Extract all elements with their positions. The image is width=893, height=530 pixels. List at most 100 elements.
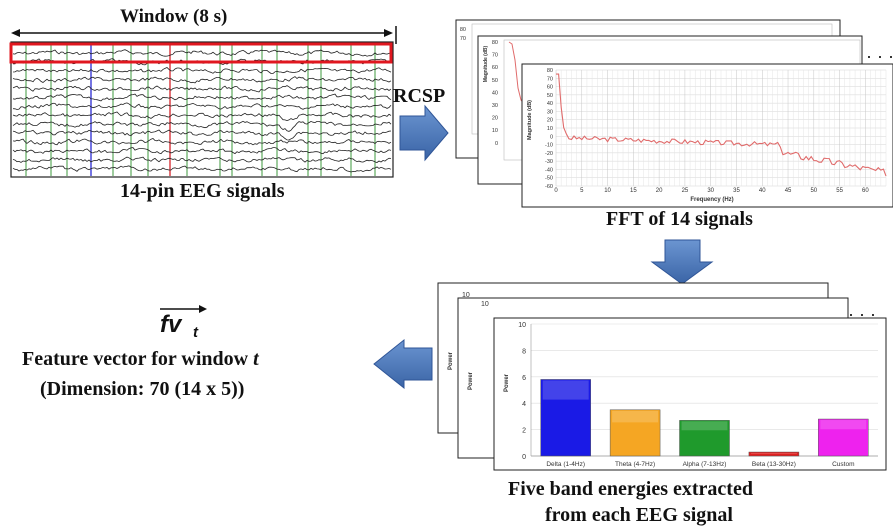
bands-y-tick: 10	[518, 322, 526, 329]
bands-caption-line2: from each EEG signal	[545, 504, 733, 526]
arrow-to-bands	[650, 239, 714, 285]
fft-x-tick: 30	[707, 188, 714, 194]
bands-caption-line1: Five band energies extracted	[508, 478, 753, 500]
fft-back1-tick: 80	[460, 27, 466, 33]
fft-y-tick: -50	[545, 176, 553, 182]
fft-y-tick: 80	[547, 68, 553, 74]
eeg-channel-trace	[12, 67, 392, 74]
arrow-to-feature	[373, 338, 433, 390]
band-bar-label: Theta (4-7Hz)	[615, 461, 655, 468]
fft-back2-tick: 0	[495, 141, 498, 147]
fft-y-tick: 60	[547, 85, 553, 91]
fft-y-tick: -20	[545, 151, 553, 157]
fft-y-tick: 20	[547, 118, 553, 124]
bands-y-tick: 6	[522, 375, 526, 382]
band-bar	[540, 379, 591, 457]
fft-y-tick: 50	[547, 93, 553, 99]
fft-back2-tick: 30	[492, 103, 498, 109]
fft-x-tick: 55	[836, 188, 843, 194]
fft-x-axis-label: Frequency (Hz)	[690, 197, 733, 203]
feature-symbol-base: fv	[160, 311, 183, 338]
band-bar-highlight	[681, 421, 728, 431]
fft-back2-tick: 20	[492, 116, 498, 122]
fft-x-tick: 20	[656, 188, 663, 194]
band-bar	[609, 409, 661, 457]
bands-y-tick: 8	[522, 348, 526, 355]
window-span-arrow	[11, 26, 397, 44]
fft-x-tick: 5	[580, 188, 584, 194]
bands-y-tick: 2	[522, 428, 526, 435]
eeg-grid	[25, 44, 376, 176]
feature-vector-symbol: fv t	[160, 305, 207, 341]
eeg-channel-trace	[12, 165, 392, 173]
fft-x-tick: 35	[733, 188, 740, 194]
fft-y-axis-label: Magnitude (dB)	[527, 100, 533, 140]
feature-symbol-sub: t	[193, 324, 199, 341]
band-bar-label: Delta (1-4Hz)	[546, 461, 585, 468]
fft-y-tick: -30	[545, 159, 553, 165]
arrow-to-fft	[399, 104, 449, 162]
fft-y-tick: 0	[550, 134, 553, 140]
eeg-window-label: Window (8 s)	[120, 6, 228, 27]
eeg-panel	[9, 26, 397, 178]
fft-back1-tick: 70	[460, 36, 466, 42]
band-bar-highlight	[750, 453, 797, 455]
fft-x-tick: 10	[604, 188, 611, 194]
band-bar	[818, 418, 869, 457]
feature-title-prefix: Feature vector for window	[22, 348, 254, 370]
fft-y-tick: 10	[547, 126, 553, 132]
fft-y-tick: -40	[545, 167, 553, 173]
fft-y-tick: -60	[545, 184, 553, 190]
bands-y-tick: 4	[522, 401, 526, 408]
band-bar-highlight	[820, 420, 867, 430]
band-bar-label: Custom	[832, 461, 854, 468]
band-bar-highlight	[542, 380, 589, 400]
fft-x-tick: 40	[759, 188, 766, 194]
eeg-channel-trace	[12, 93, 392, 102]
band-bar-highlight	[612, 410, 659, 423]
fft-x-tick: 0	[554, 188, 558, 194]
bands-y-tick: 0	[522, 454, 526, 461]
eeg-channel-trace	[12, 156, 392, 163]
fft-y-tick: 30	[547, 109, 553, 115]
eeg-channel-trace	[12, 76, 392, 84]
eeg-channel-trace	[12, 102, 392, 110]
bands-more-ellipsis: · · ·	[848, 304, 876, 324]
rcsp-label: RCSP	[393, 85, 446, 107]
bands-back1-tick: 10	[462, 292, 470, 299]
eeg-channel-trace	[12, 111, 392, 122]
fft-x-tick: 60	[862, 188, 869, 194]
eeg-caption: 14-pin EEG signals	[120, 180, 285, 202]
fft-back-y-axis-label: Magnitude (dB)	[483, 45, 489, 82]
fft-more-ellipsis: · · ·	[866, 46, 893, 66]
feature-title-var: t	[253, 348, 259, 370]
band-bar	[748, 451, 800, 457]
band-bar	[679, 420, 730, 457]
feature-dimension: (Dimension: 70 (14 x 5))	[40, 378, 245, 400]
fft-y-tick: 70	[547, 76, 553, 82]
bands-back2-ylabel: Power	[468, 371, 474, 390]
fft-y-tick: 40	[547, 101, 553, 107]
fft-back2-tick: 60	[492, 65, 498, 71]
fft-x-tick: 25	[682, 188, 689, 194]
fft-back2-tick: 80	[492, 40, 498, 46]
fft-back2-tick: 40	[492, 90, 498, 96]
bands-y-axis-label: Power	[504, 373, 510, 392]
fft-back2-tick: 70	[492, 53, 498, 59]
fft-x-tick: 15	[630, 188, 637, 194]
eeg-window-box	[9, 42, 393, 64]
fft-back2-tick: 10	[492, 128, 498, 134]
fft-back2-tick: 50	[492, 78, 498, 84]
eeg-channel-trace	[12, 49, 392, 57]
feature-title: Feature vector for window t	[22, 348, 259, 371]
fft-x-tick: 50	[810, 188, 817, 194]
fft-x-tick: 45	[785, 188, 792, 194]
band-bar-label: Beta (13-30Hz)	[752, 461, 796, 468]
eeg-channel-trace	[12, 129, 392, 141]
eeg-channel-trace	[12, 147, 392, 155]
bands-back2-tick: 10	[481, 301, 489, 308]
